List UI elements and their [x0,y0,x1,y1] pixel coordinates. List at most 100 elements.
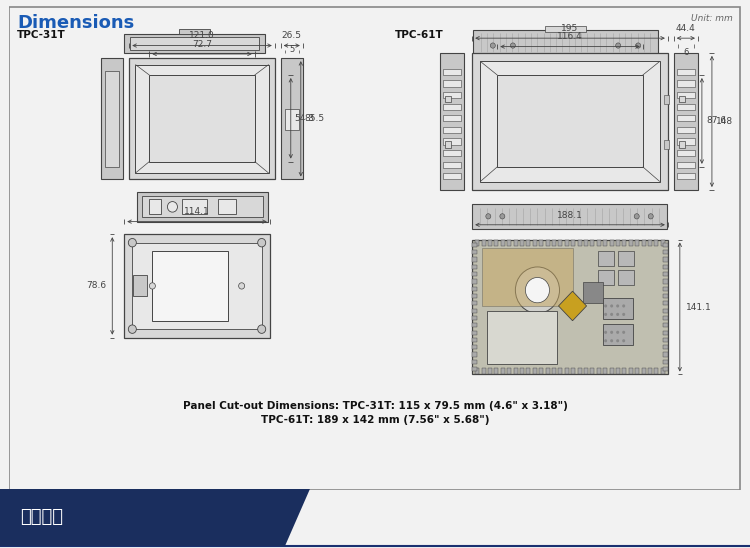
Text: 5: 5 [290,45,295,54]
Bar [676,68,694,75]
Bar [440,53,464,190]
Circle shape [648,214,653,219]
Bar [663,287,668,291]
Bar [663,367,668,372]
Bar [590,368,595,374]
Bar [501,368,505,374]
Bar [520,239,524,246]
Text: 116.4: 116.4 [557,32,583,41]
Circle shape [622,313,626,316]
Text: 121.0: 121.0 [189,31,215,40]
Bar [443,138,461,145]
Bar [628,239,633,246]
Bar [446,141,452,148]
Circle shape [616,339,620,342]
Bar [628,368,633,374]
Bar [572,239,575,246]
Bar [663,338,668,342]
Bar [472,330,477,335]
Bar [526,239,530,246]
Bar [472,258,477,261]
Bar [602,298,633,318]
Bar [676,162,694,168]
Bar [661,368,664,374]
Circle shape [128,325,136,333]
Bar [472,316,477,320]
Bar [134,276,148,296]
Bar [152,251,227,321]
Bar [602,324,633,345]
Bar [663,243,668,247]
Bar [507,239,512,246]
Circle shape [636,43,640,48]
Bar [618,251,634,266]
Circle shape [610,339,614,342]
Bar [472,323,477,327]
Bar [443,68,461,75]
Circle shape [128,238,136,247]
Bar [663,279,668,283]
Bar [135,65,268,173]
Bar [635,368,639,374]
Bar [482,248,572,306]
Circle shape [515,267,560,313]
Bar [674,53,698,190]
Bar [217,199,236,214]
Bar [443,127,461,133]
Bar [476,239,479,246]
Bar [129,58,274,179]
Bar [488,311,557,364]
Circle shape [258,325,266,333]
Bar [494,239,499,246]
Bar [149,199,161,214]
Circle shape [634,214,639,219]
Polygon shape [559,291,586,321]
Bar [663,272,668,276]
Bar [472,345,477,350]
Bar [641,239,646,246]
Bar [472,272,477,276]
Bar [507,368,512,374]
Bar [182,199,206,214]
Text: 44.4: 44.4 [676,24,696,33]
Bar [559,239,562,246]
Circle shape [604,331,608,334]
Text: 141.1: 141.1 [686,302,712,311]
Bar [663,323,668,327]
Text: 26.5: 26.5 [282,31,302,40]
Bar [472,239,668,374]
Bar [679,141,685,148]
Bar [472,309,477,313]
Circle shape [490,43,495,48]
Bar [137,192,268,221]
Bar [597,239,601,246]
Bar [124,34,265,53]
Bar [472,287,477,291]
Circle shape [258,238,266,247]
Text: 78.6: 78.6 [86,282,106,290]
Bar [472,301,477,305]
Bar [480,61,660,181]
Bar [472,53,668,190]
Bar [443,150,461,156]
Bar [472,367,477,372]
Bar [546,368,550,374]
Bar [663,265,668,269]
Bar [676,127,694,133]
Bar [472,360,477,364]
Text: TPC-31T: TPC-31T [17,30,66,39]
Circle shape [622,339,626,342]
Bar [664,95,669,104]
Bar [610,368,614,374]
Bar [663,360,668,364]
Bar [443,162,461,168]
Circle shape [622,304,626,307]
Circle shape [238,283,244,289]
Bar [641,368,646,374]
Bar [539,239,543,246]
Bar [663,345,668,350]
Bar [676,92,694,98]
Bar [501,239,505,246]
Bar [565,368,568,374]
Bar [663,294,668,298]
